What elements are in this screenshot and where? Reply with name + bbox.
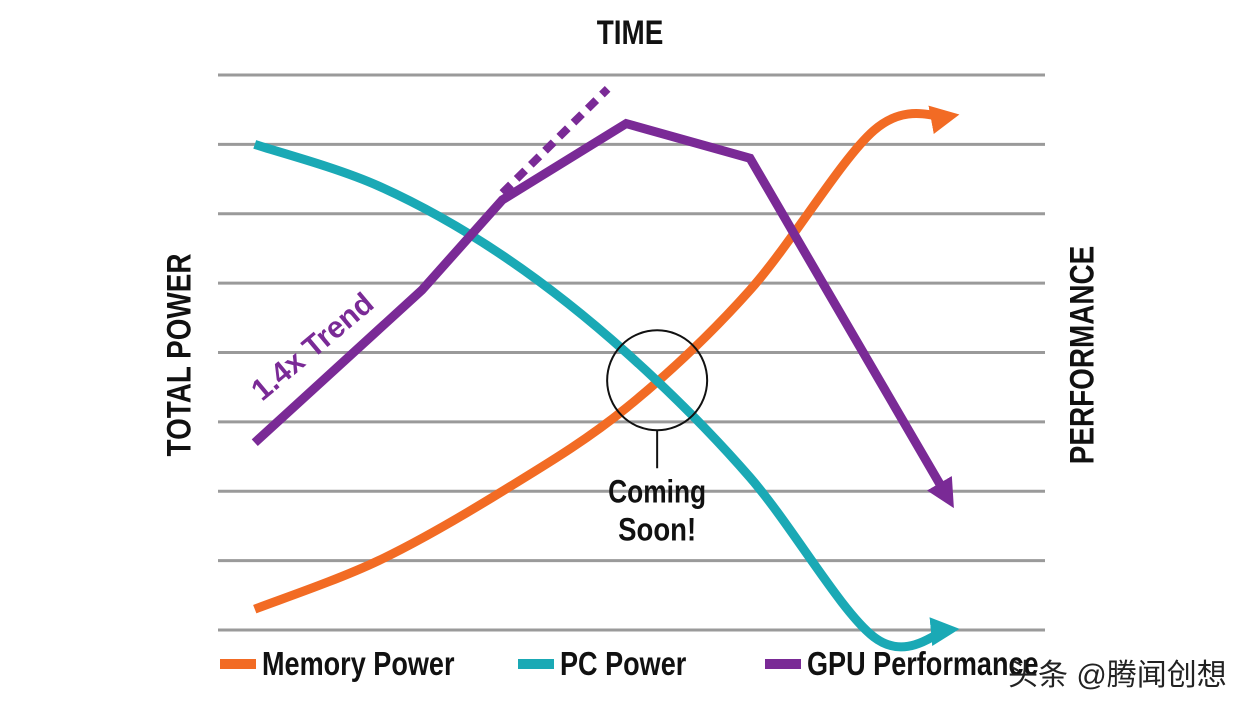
y-axis-label-left: TOTAL POWER — [160, 253, 199, 457]
series-line-memory-power — [253, 105, 960, 614]
legend-item-gpu-performance: GPU Performance — [765, 645, 1089, 683]
series-line-pc-power — [253, 140, 960, 652]
legend-item-pc-power: PC Power — [518, 645, 714, 683]
legend-swatch-pc-power — [518, 659, 554, 669]
series-line-gpu-performance — [251, 118, 954, 509]
legend-label-pc-power: PC Power — [560, 645, 687, 682]
trend-line-dashed — [499, 86, 611, 196]
legend-label-gpu-performance: GPU Performance — [807, 645, 1039, 682]
watermark: 头条 @腾闻创想 — [1008, 659, 1227, 692]
y-axis-label-right: PERFORMANCE — [1063, 245, 1102, 465]
legend-swatch-gpu-performance — [765, 659, 801, 669]
annotation-text-line-1: Coming — [608, 473, 706, 509]
legend-item-memory-power: Memory Power — [220, 645, 497, 683]
series-layer: 1.4x Trend — [245, 86, 960, 652]
annotation-text-line-2: Soon! — [618, 511, 696, 547]
chart-title: TIME — [596, 14, 664, 52]
legend: Memory Power PC Power GPU Performance — [220, 645, 1060, 695]
legend-label-memory-power: Memory Power — [262, 645, 455, 682]
legend-swatch-memory-power — [220, 659, 256, 669]
